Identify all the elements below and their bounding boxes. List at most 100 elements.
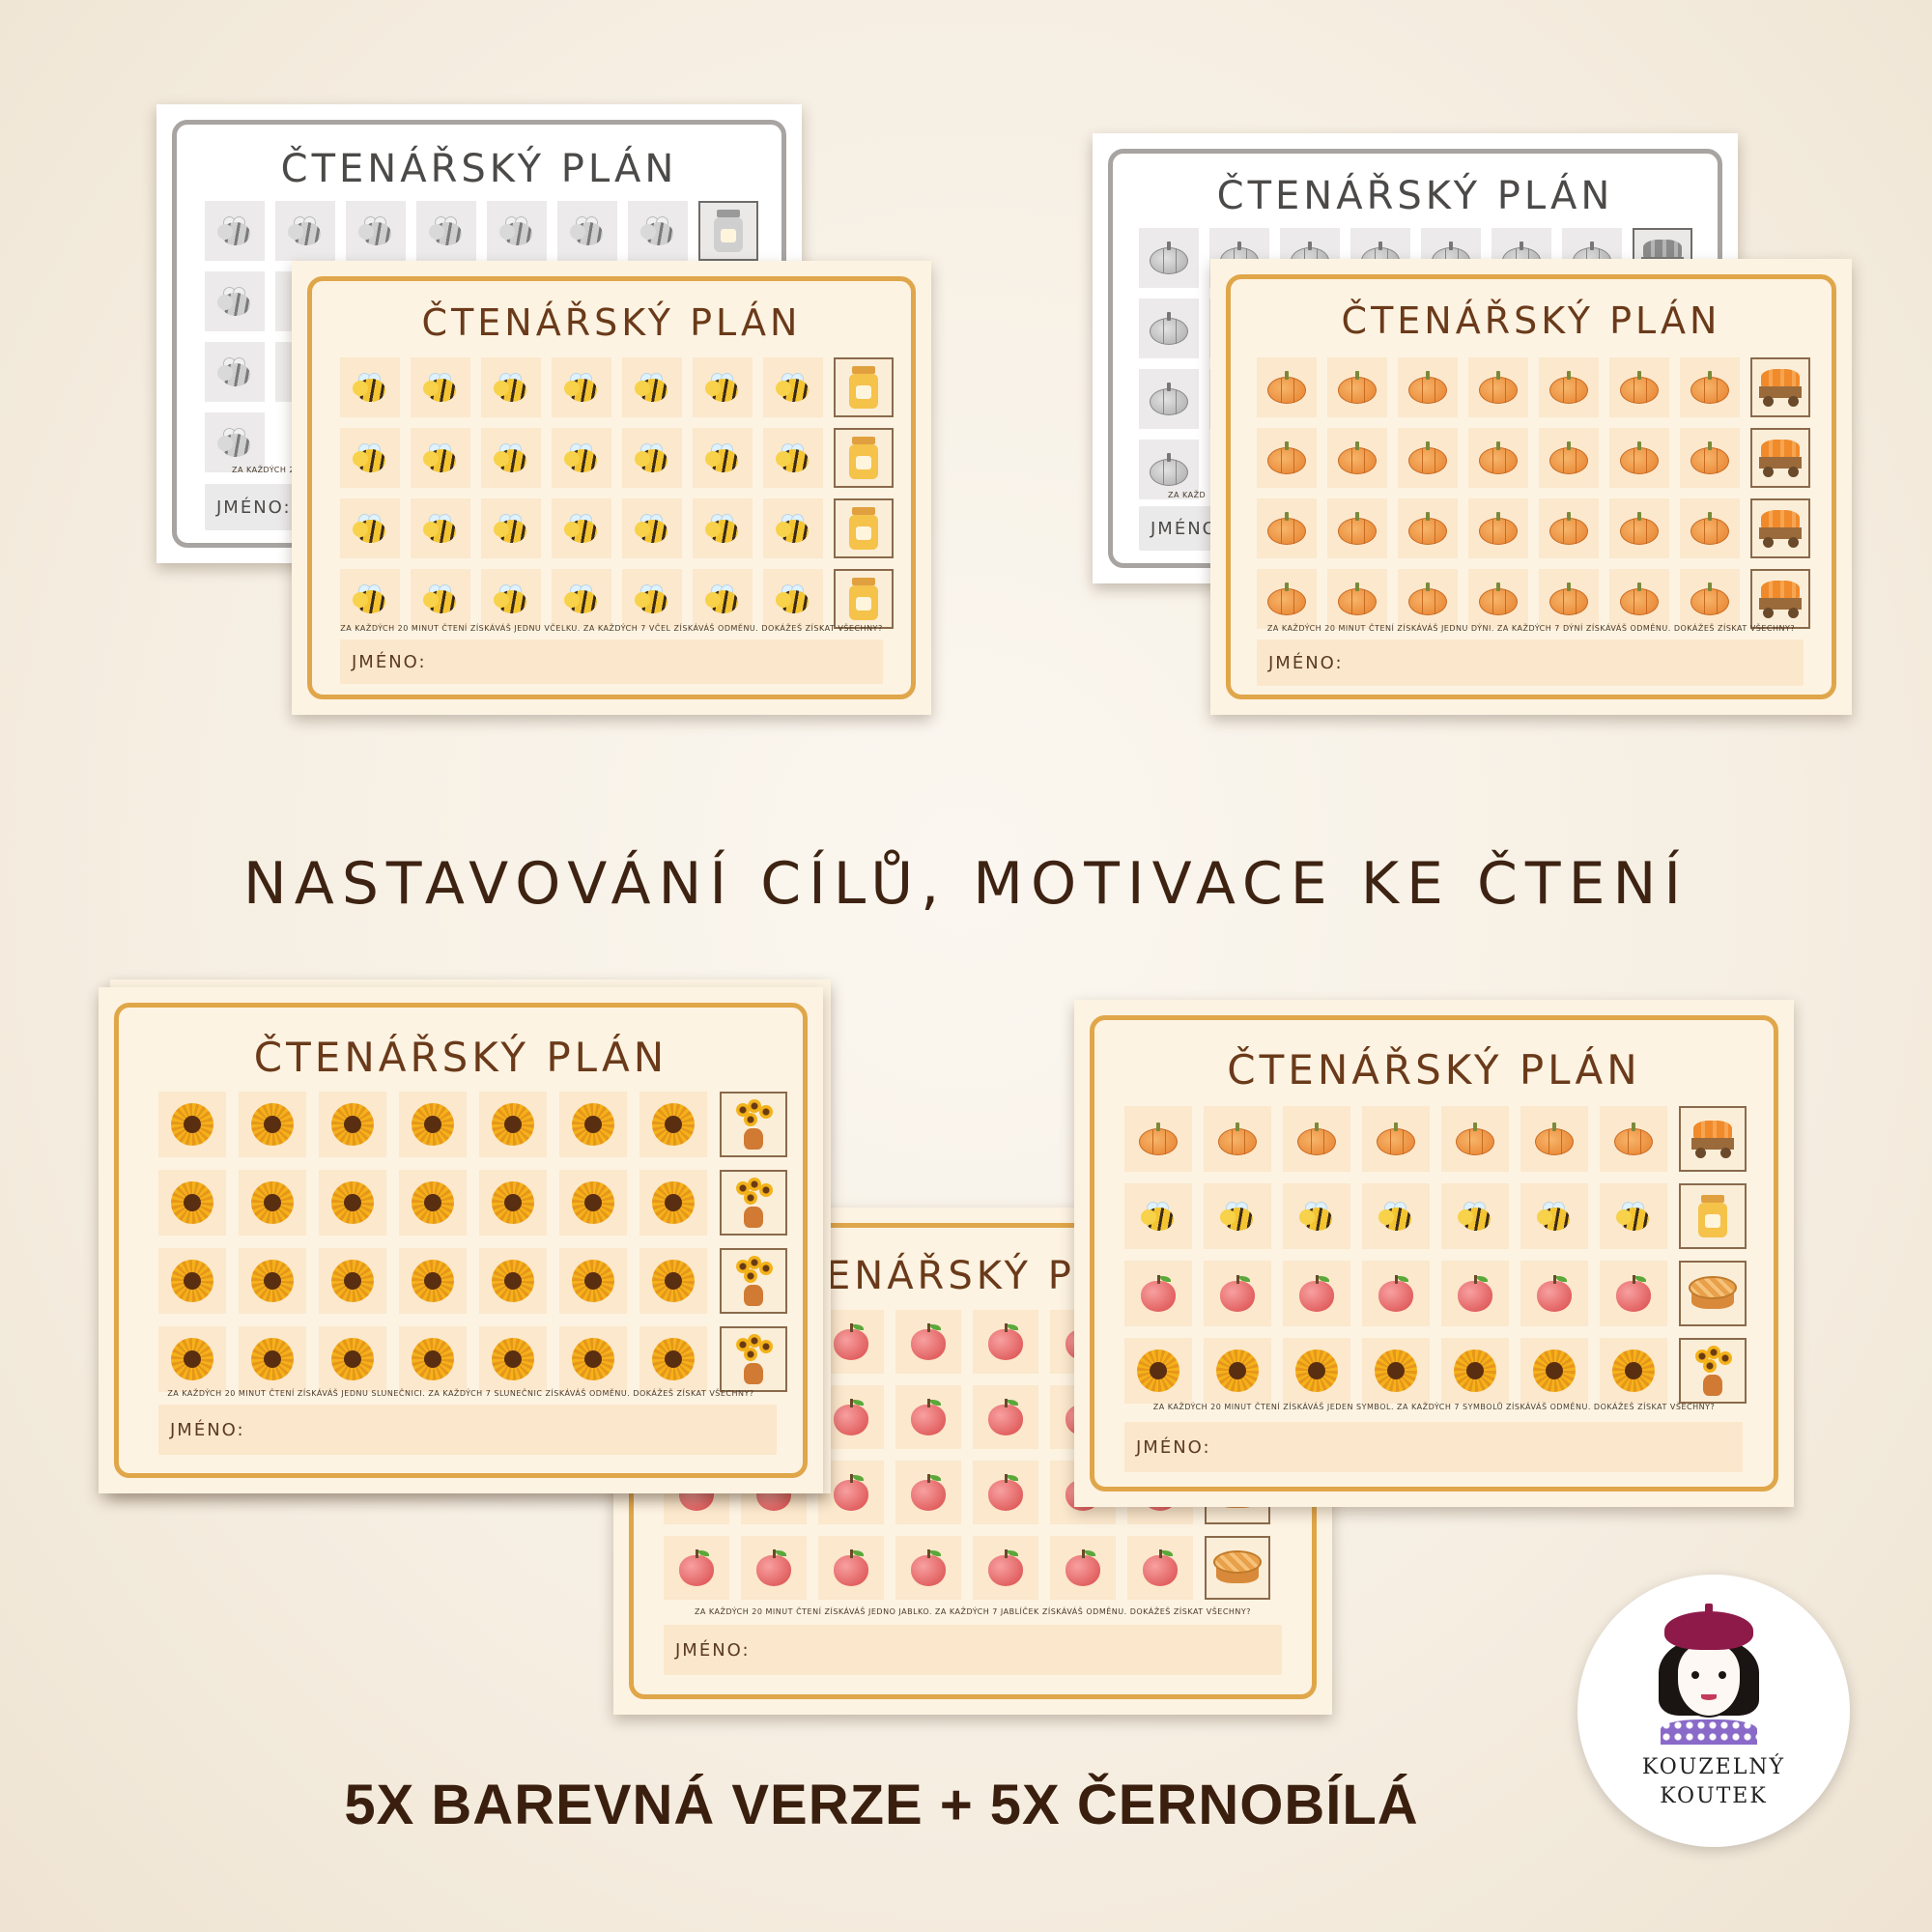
beret-icon bbox=[1664, 1604, 1753, 1650]
reward-cell bbox=[1750, 569, 1810, 629]
pumpkin-icon bbox=[1620, 371, 1659, 404]
sunflower-cell bbox=[319, 1248, 386, 1314]
pumpkin-cell bbox=[1468, 428, 1528, 488]
sunflower-icon bbox=[251, 1338, 294, 1380]
bee-icon bbox=[1299, 1202, 1334, 1231]
bee-icon bbox=[1537, 1202, 1572, 1231]
pumpkin-cart-icon bbox=[1757, 579, 1804, 619]
sunflower-icon bbox=[492, 1103, 534, 1146]
pumpkin-icon bbox=[1150, 312, 1188, 345]
apple-icon bbox=[1458, 1275, 1492, 1312]
sunflower-vase-icon bbox=[730, 1334, 777, 1384]
apple-cell bbox=[973, 1461, 1038, 1524]
sunflower-cell bbox=[479, 1248, 547, 1314]
apple-icon bbox=[1299, 1275, 1334, 1312]
sunflower-vase-icon bbox=[730, 1178, 777, 1228]
bee-cell bbox=[1520, 1183, 1588, 1249]
bee-icon bbox=[635, 443, 669, 472]
name-label: JMÉNO: bbox=[1136, 1436, 1211, 1458]
reward-cell bbox=[1679, 1106, 1747, 1172]
pumpkin-icon bbox=[1408, 512, 1447, 545]
pumpkin-icon bbox=[1690, 371, 1729, 404]
reward-cell bbox=[720, 1248, 787, 1314]
bee-cell bbox=[1124, 1183, 1192, 1249]
bee-icon bbox=[353, 514, 387, 543]
bee-icon bbox=[217, 357, 252, 386]
bee-icon bbox=[494, 443, 528, 472]
bee-cell bbox=[411, 357, 470, 417]
sunflower-icon bbox=[1216, 1350, 1259, 1392]
reward-cell bbox=[1679, 1338, 1747, 1404]
bee-icon bbox=[635, 584, 669, 613]
sunflower-icon bbox=[652, 1260, 695, 1302]
sheet-title: ČTENÁŘSKÝ PLÁN bbox=[280, 147, 678, 191]
pumpkin-icon bbox=[1267, 371, 1306, 404]
sunflower-cell bbox=[399, 1248, 467, 1314]
apple-cell bbox=[1600, 1261, 1667, 1326]
icon-grid bbox=[340, 357, 894, 629]
pumpkin-cell bbox=[1609, 569, 1669, 629]
bee-cell bbox=[481, 428, 541, 488]
apple-icon bbox=[988, 1474, 1023, 1511]
bee-icon bbox=[705, 373, 740, 402]
pumpkin-icon bbox=[1620, 441, 1659, 474]
sunflower-cell bbox=[559, 1248, 627, 1314]
sheet-title: ENÁŘSKÝ P bbox=[826, 1254, 1075, 1298]
bee-cell bbox=[557, 201, 617, 261]
bee-cell bbox=[552, 569, 611, 629]
sunflower-cell bbox=[559, 1092, 627, 1157]
bee-icon bbox=[1616, 1202, 1651, 1231]
apple-icon bbox=[1065, 1549, 1100, 1586]
bee-icon bbox=[429, 216, 464, 245]
name-label: JMÉNO: bbox=[216, 497, 292, 518]
bee-icon bbox=[1220, 1202, 1255, 1231]
apple-icon bbox=[988, 1549, 1023, 1586]
pumpkin-cell bbox=[1680, 357, 1740, 417]
pumpkin-icon bbox=[1549, 441, 1588, 474]
honey-jar-icon bbox=[712, 210, 745, 252]
apple-icon bbox=[911, 1399, 946, 1435]
logo-eye bbox=[1691, 1671, 1699, 1679]
pumpkin-cell bbox=[1539, 569, 1599, 629]
pumpkin-cell bbox=[1283, 1106, 1350, 1172]
logo-mouth bbox=[1701, 1694, 1717, 1700]
apple-icon bbox=[834, 1474, 868, 1511]
pumpkin-icon bbox=[1139, 1122, 1178, 1155]
pumpkin-icon bbox=[1620, 582, 1659, 615]
sunflower-cell bbox=[399, 1170, 467, 1236]
pumpkin-cell bbox=[1468, 498, 1528, 558]
apple-icon bbox=[679, 1549, 714, 1586]
bee-icon bbox=[217, 216, 252, 245]
bee-cell bbox=[552, 428, 611, 488]
pumpkin-cell bbox=[1398, 569, 1458, 629]
pumpkin-cart-icon bbox=[1757, 508, 1804, 549]
bee-cell bbox=[693, 569, 753, 629]
name-box: JMÉNO: bbox=[1257, 639, 1804, 686]
sunflower-cell bbox=[1441, 1338, 1509, 1404]
bee-cell bbox=[481, 357, 541, 417]
sunflower-cell bbox=[479, 1092, 547, 1157]
apple-cell bbox=[895, 1310, 961, 1374]
sunflower-icon bbox=[251, 1103, 294, 1146]
sunflower-cell bbox=[479, 1170, 547, 1236]
bee-icon bbox=[217, 428, 252, 457]
pumpkin-cell bbox=[1680, 498, 1740, 558]
sunflower-icon bbox=[1533, 1350, 1576, 1392]
bee-cell bbox=[1283, 1183, 1350, 1249]
bee-icon bbox=[288, 216, 323, 245]
sunflower-cell bbox=[239, 1092, 306, 1157]
pumpkin-cell bbox=[1204, 1106, 1271, 1172]
apple-icon bbox=[834, 1399, 868, 1435]
apple-cell bbox=[973, 1310, 1038, 1374]
apple-cell bbox=[1204, 1261, 1271, 1326]
sunflower-icon bbox=[1295, 1350, 1338, 1392]
reward-cell bbox=[720, 1326, 787, 1392]
footer-caption: 5X BAREVNÁ VERZE + 5X ČERNOBÍLÁ bbox=[344, 1774, 1419, 1836]
sunflower-cell bbox=[319, 1170, 386, 1236]
honey-jar-icon bbox=[847, 578, 880, 620]
pumpkin-icon bbox=[1297, 1122, 1336, 1155]
bee-cell bbox=[411, 569, 470, 629]
apple-icon bbox=[1220, 1275, 1255, 1312]
apple-cell bbox=[1283, 1261, 1350, 1326]
sunflower-icon bbox=[171, 1260, 213, 1302]
